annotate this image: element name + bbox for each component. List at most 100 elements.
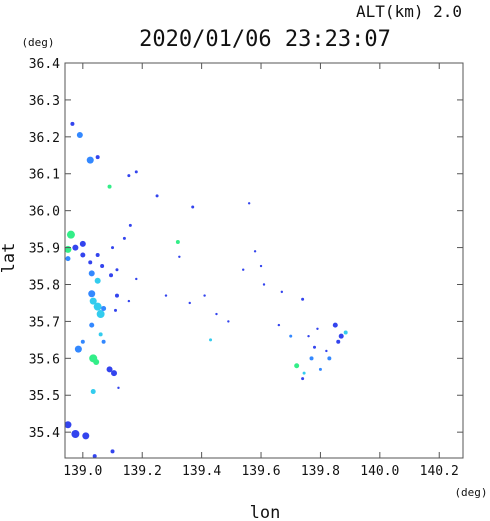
echo-point — [325, 349, 328, 353]
echo-point — [302, 371, 306, 375]
echo-point — [79, 240, 86, 247]
echo-point — [122, 236, 126, 240]
echo-point — [127, 174, 131, 178]
y-tick-label: 36.1 — [29, 168, 60, 183]
echo-point — [101, 305, 107, 311]
axis-ticks — [65, 62, 463, 458]
echo-point — [175, 240, 180, 245]
echo-point — [318, 367, 322, 371]
echo-point — [76, 131, 83, 138]
echo-point — [259, 264, 263, 268]
echo-point — [301, 297, 305, 301]
echo-point — [155, 194, 159, 198]
y-tick-label: 36.0 — [29, 205, 60, 220]
echo-point — [277, 323, 281, 327]
y-tick-labels: 35.4 35.5 35.6 35.7 35.8 35.9 36.0 36.1 36.2 36.3… — [29, 57, 60, 441]
echo-point — [336, 339, 341, 344]
echo-point — [64, 245, 72, 253]
y-tick-label: 35.7 — [29, 315, 60, 330]
echo-point — [64, 421, 72, 429]
x-tick-labels: 139.0 139.2 139.4 139.6 139.8 140.0 140.2 — [63, 464, 459, 479]
y-tick-label: 36.2 — [29, 131, 60, 146]
echo-point — [107, 184, 112, 189]
echo-point — [191, 205, 195, 209]
echo-point — [82, 432, 90, 440]
y-tick-label: 35.4 — [29, 426, 60, 441]
echo-point — [134, 170, 138, 174]
echo-point — [209, 338, 213, 342]
y-tick-label: 35.6 — [29, 352, 60, 367]
echo-point — [94, 277, 101, 284]
echo-point — [227, 320, 230, 323]
altitude-label: ALT(km) 2.0 — [356, 2, 462, 21]
data-points — [64, 121, 348, 459]
echo-point — [332, 322, 338, 328]
y-tick-label: 35.9 — [29, 242, 60, 257]
echo-point — [89, 322, 95, 328]
echo-point — [203, 294, 206, 297]
echo-point — [90, 389, 96, 395]
echo-point — [101, 339, 106, 344]
echo-point — [127, 299, 131, 303]
echo-point — [110, 449, 115, 454]
x-tick-label: 139.6 — [241, 464, 280, 479]
echo-point — [114, 293, 119, 298]
echo-point — [327, 356, 332, 361]
echo-point — [72, 244, 79, 251]
echo-point — [96, 310, 105, 319]
echo-point — [178, 255, 181, 259]
y-axis-label: lat — [0, 243, 19, 274]
x-tick-label: 139.0 — [63, 464, 102, 479]
echo-point — [70, 121, 75, 126]
y-tick-label: 35.8 — [29, 278, 60, 293]
echo-point — [316, 327, 319, 330]
echo-point — [86, 156, 94, 164]
echo-point — [98, 332, 103, 337]
echo-point — [95, 252, 100, 257]
echo-point — [111, 246, 115, 250]
x-axis-label: lon — [250, 503, 281, 521]
echo-point — [88, 270, 95, 277]
echo-point — [74, 345, 82, 353]
y-unit-label: (deg) — [21, 36, 54, 49]
x-tick-label: 139.8 — [301, 464, 340, 479]
echo-point — [93, 359, 100, 366]
echo-point — [109, 273, 114, 278]
echo-point — [117, 386, 120, 390]
x-tick-label: 140.0 — [360, 464, 399, 479]
echo-point — [111, 370, 118, 377]
echo-point — [338, 333, 344, 339]
echo-point — [93, 302, 102, 311]
x-unit-label: (deg) — [454, 486, 487, 499]
echo-point — [289, 334, 293, 338]
echo-point — [247, 202, 251, 205]
echo-point — [188, 301, 191, 305]
echo-point — [95, 155, 100, 160]
echo-point — [80, 252, 86, 258]
y-tick-label: 36.4 — [29, 57, 60, 72]
echo-point — [106, 366, 113, 373]
echo-point — [115, 268, 119, 272]
echo-point — [113, 308, 117, 312]
echo-point — [215, 312, 218, 316]
echo-point — [164, 294, 168, 297]
echo-point — [92, 454, 97, 459]
echo-point — [88, 290, 96, 298]
echo-point — [343, 330, 348, 335]
echo-point — [253, 250, 257, 253]
echo-point — [301, 377, 305, 381]
echo-point — [242, 268, 245, 271]
echo-point — [128, 223, 132, 227]
plot-frame — [64, 62, 464, 459]
echo-point — [280, 290, 284, 294]
echo-point — [88, 260, 93, 265]
x-tick-label: 139.4 — [182, 464, 221, 479]
echo-point — [89, 297, 97, 305]
echo-point — [71, 430, 80, 439]
echo-point — [262, 283, 266, 286]
echo-point — [66, 230, 75, 239]
echo-point — [307, 334, 310, 338]
y-tick-label: 35.5 — [29, 389, 60, 404]
chart-title: 2020/01/06 23:23:07 — [139, 27, 391, 52]
